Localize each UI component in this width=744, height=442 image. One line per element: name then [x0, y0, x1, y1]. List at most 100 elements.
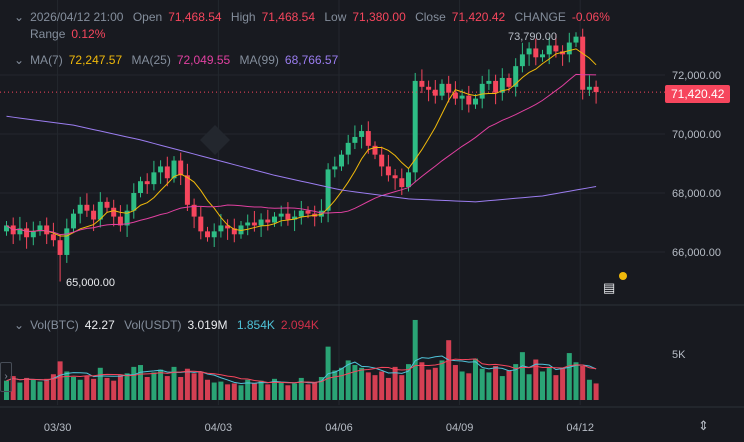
candle-body [164, 166, 170, 179]
volume-bar [272, 378, 277, 400]
candle-body [158, 166, 164, 173]
candle-body [459, 95, 465, 99]
ma7-line [6, 48, 597, 237]
candle-body [379, 154, 385, 167]
range-legend: Range 0.12% [30, 27, 111, 41]
volume-bar [71, 377, 76, 400]
volume-bar [553, 375, 559, 400]
candle-body [278, 213, 284, 217]
vol-ma5-line [6, 355, 597, 384]
vol-usdt-label: Vol(USDT) [124, 318, 182, 332]
candle-body [345, 142, 351, 155]
volume-bar [164, 376, 170, 400]
candle-body [365, 131, 371, 146]
ma-legend: ⌄ MA(7) 72,247.57 MA(25) 72,049.55 MA(99) 68… [14, 53, 339, 67]
volume-bar [466, 373, 472, 400]
volume-bar [486, 372, 492, 400]
indicator-icon[interactable]: ▤ [603, 280, 616, 295]
notification-dot [619, 272, 627, 280]
vol-ma10-line [6, 358, 597, 384]
candle-body [225, 225, 231, 229]
candle-body [546, 45, 552, 55]
vol-usdt-value: 3.019M [187, 318, 228, 332]
candle-body [352, 136, 358, 143]
volume-bar [37, 381, 43, 400]
candle-body [560, 51, 566, 55]
candle-body [191, 204, 197, 217]
volume-bar [372, 375, 378, 400]
candle-body [499, 77, 505, 93]
volume-bar [439, 360, 445, 400]
price-tick-label: 70,000.00 [672, 129, 721, 141]
candle-body [406, 172, 411, 188]
candle-body [211, 231, 217, 238]
volume-bar [251, 383, 257, 400]
scale-reset-icon[interactable]: ⇕ [698, 418, 709, 433]
change-label: CHANGE [514, 10, 566, 24]
vol-ma10-value: 2.094K [280, 318, 319, 332]
volume-bar [191, 373, 197, 400]
candle-body [178, 160, 184, 176]
volume-bar [117, 375, 123, 400]
candle-body [124, 210, 130, 226]
candle-body [419, 80, 425, 87]
range-value: 0.12% [71, 27, 106, 41]
candle-body [71, 213, 76, 229]
volume-bar [24, 377, 30, 400]
candle-body [144, 181, 150, 185]
volume-bar [111, 380, 117, 400]
volume-bar [218, 381, 224, 400]
volume-bar [452, 365, 458, 400]
candle-body [184, 175, 190, 205]
volume-bar [265, 384, 271, 400]
volume-bar [593, 383, 599, 400]
volume-bar [560, 368, 566, 400]
close-label: Close [415, 10, 446, 24]
candle-body [513, 66, 519, 87]
volume-bar [151, 372, 157, 400]
volume-bar [131, 366, 137, 400]
candle-body [593, 86, 599, 93]
volume-bar [158, 369, 164, 400]
volume-bar [473, 358, 478, 400]
ma25-line [6, 73, 597, 236]
volume-bar [30, 379, 36, 400]
volume-bar [77, 379, 83, 400]
volume-bar [4, 380, 9, 400]
candle-body [37, 225, 43, 232]
volume-bar [278, 382, 284, 400]
volume-bar [379, 371, 385, 400]
candle-body [526, 48, 532, 55]
open-value: 71,468.54 [168, 10, 222, 24]
volume-bar [519, 352, 525, 400]
candle-body [84, 204, 90, 211]
candle-body [4, 225, 9, 232]
ma99-line [6, 115, 597, 203]
candle-body [359, 131, 365, 137]
volume-bar [426, 369, 432, 400]
candle-body [298, 210, 304, 217]
volume-bar [332, 370, 338, 400]
volume-bar [365, 372, 371, 400]
low-label: Low [324, 10, 347, 24]
volume-bar [432, 367, 438, 400]
date-tick-label: 04/06 [325, 422, 353, 434]
candle-body [104, 201, 110, 208]
volume-bar [513, 364, 519, 400]
candle-body [198, 216, 204, 232]
high-annotation: 73,790.00 [508, 31, 557, 43]
volume-bar [499, 376, 505, 400]
volume-bar [580, 365, 586, 400]
candle-body [91, 210, 97, 220]
candle-body [325, 169, 331, 211]
vol-btc-label: Vol(BTC) [30, 318, 79, 332]
volume-bar [57, 361, 63, 400]
volume-bar [84, 376, 90, 400]
volume-bar [345, 360, 351, 400]
candle-body [506, 77, 512, 87]
volume-bar [359, 367, 365, 400]
scroll-left-button[interactable]: › [0, 362, 12, 392]
ma25-label: MA(25) [131, 53, 171, 67]
